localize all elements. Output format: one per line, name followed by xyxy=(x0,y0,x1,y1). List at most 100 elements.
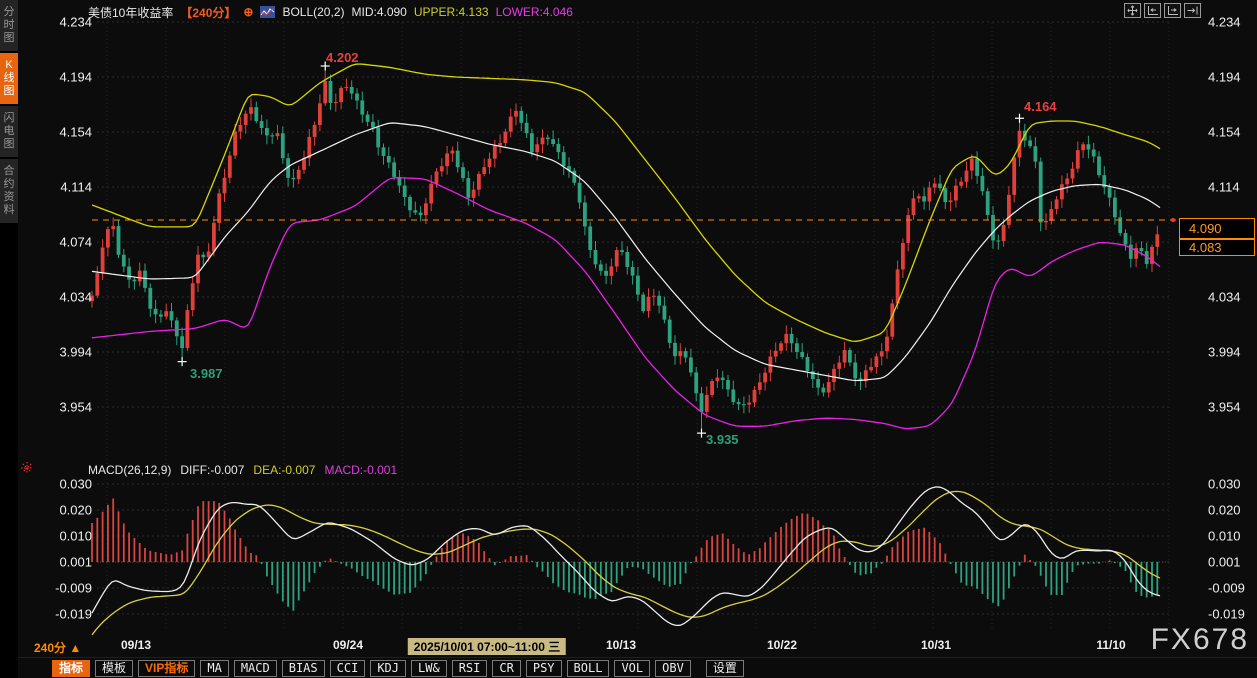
toolbar-button-0[interactable]: 指标 xyxy=(52,660,90,677)
price-axis-label: 4.194 xyxy=(1208,70,1257,85)
macd-diff-value: DIFF:-0.007 xyxy=(180,463,244,477)
macd-header: MACD(26,12,9) DIFF:-0.007 DEA:-0.007 MAC… xyxy=(88,463,397,477)
boll-mid-line xyxy=(92,123,1160,381)
macd-axis-label: 0.020 xyxy=(1208,503,1257,518)
boll-upper-value: UPPER:4.133 xyxy=(414,5,489,19)
toolbar-button-9[interactable]: RSI xyxy=(452,660,488,677)
toolbar-button-6[interactable]: CCI xyxy=(330,660,366,677)
price-axis-label: 4.074 xyxy=(40,235,92,250)
price-annotation: 3.935 xyxy=(706,432,739,447)
boll-lower-line xyxy=(92,178,1160,429)
crosshair-icon[interactable]: ⊕ xyxy=(243,5,253,19)
pan-icon[interactable] xyxy=(1124,3,1141,18)
indicator-star-icon[interactable] xyxy=(21,461,33,479)
price-axis-label: 4.194 xyxy=(40,70,92,85)
jump-latest-icon[interactable] xyxy=(1184,3,1201,18)
sidebar-tab-3[interactable]: 合约资料 xyxy=(0,159,18,223)
macd-axis-label: -0.009 xyxy=(40,581,92,596)
chart-nav-icons xyxy=(1124,3,1201,18)
app-root: 4.202 3.987 4.164 3.935 分时图 K线图闪电图合约资料 美债10年… xyxy=(0,0,1257,677)
toolbar-button-12[interactable]: BOLL xyxy=(567,660,610,677)
macd-axis-label: -0.019 xyxy=(1208,607,1257,622)
macd-dea-value: DEA:-0.007 xyxy=(253,463,315,477)
period-arrow-icon: ▲ xyxy=(69,641,81,655)
price-axis-label: 4.234 xyxy=(1208,15,1257,30)
price-axis-label: 3.954 xyxy=(40,400,92,415)
annotations: 4.202 3.987 4.164 3.935 xyxy=(178,50,1058,447)
last-price-line xyxy=(92,218,1178,222)
x-axis-tick: 11/10 xyxy=(1096,638,1125,652)
toolbar-button-3[interactable]: MA xyxy=(200,660,228,677)
toolbar-button-2[interactable]: VIP指标 xyxy=(138,660,195,677)
toolbar-button-14[interactable]: OBV xyxy=(655,660,691,677)
axis-shift-icon[interactable] xyxy=(1164,3,1181,18)
toolbar-button-10[interactable]: CR xyxy=(492,660,520,677)
bollinger-bands xyxy=(92,64,1160,429)
instrument-title: 美债10年收益率 xyxy=(88,4,173,21)
price-axis-label: 4.114 xyxy=(1208,180,1257,195)
price-axis-label: 3.994 xyxy=(40,345,92,360)
boll-mid-value: MID:4.090 xyxy=(352,5,407,19)
price-annotation: 4.164 xyxy=(1024,99,1057,114)
x-axis-tick: 09/24 xyxy=(333,638,363,652)
boll-indicator-label: BOLL(20,2) xyxy=(282,5,344,19)
last-price-tag: 4.090 xyxy=(1179,218,1255,239)
toolbar-button-15[interactable]: 设置 xyxy=(706,660,744,677)
macd-axis-label: 0.010 xyxy=(40,529,92,544)
candlestick-chart[interactable]: 4.202 3.987 4.164 3.935 xyxy=(0,0,1257,677)
macd-axis-label: -0.009 xyxy=(1208,581,1257,596)
macd-axis-label: 0.001 xyxy=(40,555,92,570)
sidebar: 分时图 K线图闪电图合约资料 xyxy=(0,0,18,677)
x-axis-tick-highlighted: 2025/10/01 07:00~11:00 三 xyxy=(408,638,566,655)
toolbar-button-13[interactable]: VOL xyxy=(614,660,650,677)
price-axis-label: 4.114 xyxy=(40,180,92,195)
toolbar-button-4[interactable]: MACD xyxy=(234,660,277,677)
sidebar-tab-1[interactable]: K线图 xyxy=(0,53,18,104)
macd-axis-label: 0.010 xyxy=(1208,529,1257,544)
toolbar-button-7[interactable]: KDJ xyxy=(370,660,406,677)
macd-dea-line xyxy=(92,491,1160,634)
indicator-toolbar: 指标模板 VIP指标 MA MACD BIAS CCIKDJ LW&RSICR PSY BOLL… xyxy=(18,657,1257,678)
macd-axis-label: 0.001 xyxy=(1208,555,1257,570)
sidebar-tab-0[interactable]: 分时图 xyxy=(0,0,18,51)
sidebar-tab-label: 分时图 xyxy=(3,6,15,45)
period-label[interactable]: 240分 ▲ xyxy=(34,639,81,656)
price-axis-label: 4.034 xyxy=(1208,290,1257,305)
chart-header: 美债10年收益率 【240分】 ⊕ BOLL(20,2) MID:4.090 U… xyxy=(88,4,573,20)
macd-indicator-label: MACD(26,12,9) xyxy=(88,463,171,477)
sidebar-tab-label: K线图 xyxy=(3,59,15,98)
toolbar-button-5[interactable]: BIAS xyxy=(282,660,325,677)
macd-axis-label: 0.030 xyxy=(1208,477,1257,492)
macd-diff-line xyxy=(92,487,1160,626)
x-axis-tick: 10/31 xyxy=(921,638,951,652)
sidebar-tab-2[interactable]: 闪电图 xyxy=(0,106,18,157)
price-axis-label: 4.154 xyxy=(1208,125,1257,140)
x-axis-tick: 10/22 xyxy=(767,638,797,652)
macd-axis-label: -0.019 xyxy=(40,607,92,622)
boll-lower-value: LOWER:4.046 xyxy=(496,5,573,19)
toolbar-button-1[interactable]: 模板 xyxy=(95,660,133,677)
toolbar-button-11[interactable]: PSY xyxy=(526,660,562,677)
chart-type-icon[interactable] xyxy=(260,6,275,18)
macd-axis-label: 0.030 xyxy=(40,477,92,492)
price-axis-label: 3.994 xyxy=(1208,345,1257,360)
macd-macd-value: MACD:-0.001 xyxy=(324,463,397,477)
price-axis-label: 4.234 xyxy=(40,15,92,30)
sidebar-tab-label: 合约资料 xyxy=(3,165,15,217)
sidebar-tab-label: 闪电图 xyxy=(3,112,15,151)
x-axis-tick: 09/13 xyxy=(121,638,151,652)
price-axis-label: 3.954 xyxy=(1208,400,1257,415)
period-text: 240分 xyxy=(34,641,66,655)
period-tag[interactable]: 【240分】 xyxy=(180,4,236,21)
price-axis-label: 4.034 xyxy=(40,290,92,305)
price-axis-label: 4.154 xyxy=(40,125,92,140)
macd-axis-label: 0.020 xyxy=(40,503,92,518)
toolbar-button-8[interactable]: LW& xyxy=(411,660,447,677)
watermark: FX678 xyxy=(1151,623,1249,657)
price-annotation: 3.987 xyxy=(190,366,223,381)
boll-upper-line xyxy=(92,64,1160,341)
macd-plot xyxy=(92,487,1160,635)
x-axis-tick: 10/13 xyxy=(606,638,636,652)
price-annotation: 4.202 xyxy=(326,50,359,65)
axis-start-icon[interactable] xyxy=(1144,3,1161,18)
